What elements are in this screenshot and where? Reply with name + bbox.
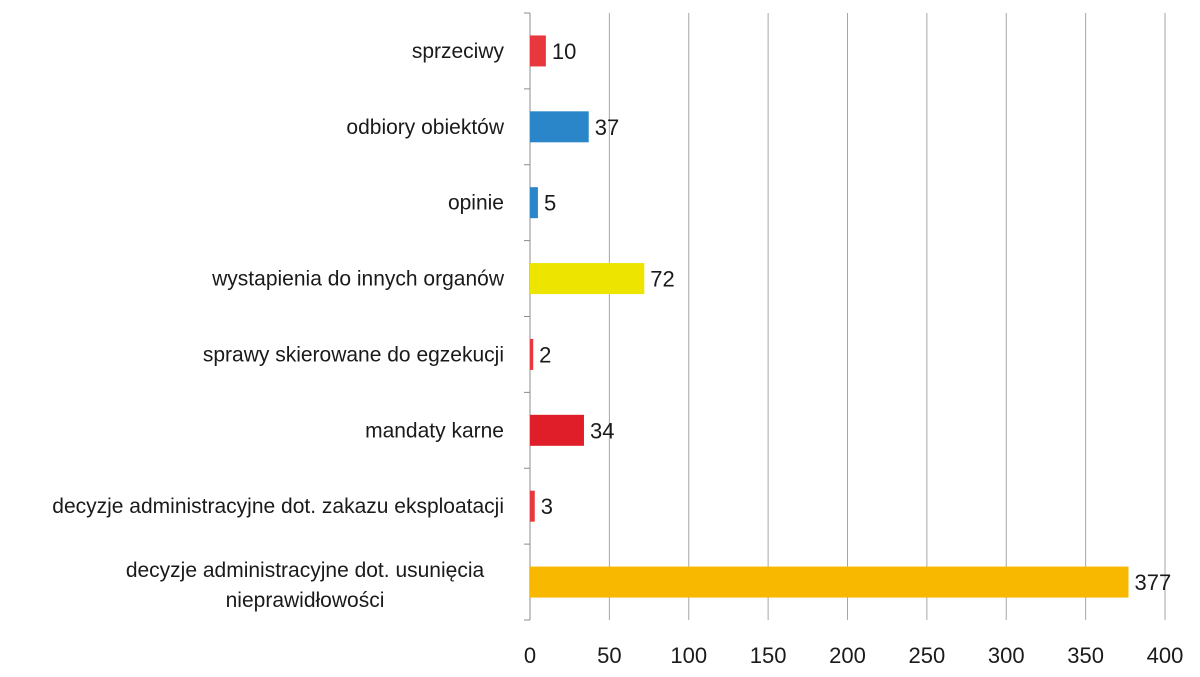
- bar: [530, 111, 589, 143]
- bar: [530, 338, 534, 370]
- bar: [530, 35, 546, 67]
- category-labels: sprzeciwy odbiory obiektów opinie wystapien…: [52, 40, 505, 612]
- y-axis: [524, 12, 531, 621]
- bar: [530, 490, 535, 522]
- data-label: 377: [1134, 570, 1171, 595]
- data-label: 34: [590, 418, 614, 443]
- value-labels: 10 37 5 72 2 34 3 377: [539, 39, 1171, 595]
- x-tick-label: 150: [750, 643, 787, 668]
- category-label: wystapienia do innych organów: [211, 268, 505, 291]
- x-tick-label: 300: [988, 643, 1025, 668]
- bars: [530, 35, 1129, 598]
- x-tick-labels: 0 50 100 150 200 250 300 350 400: [524, 643, 1183, 668]
- category-label: odbiory obiektów: [346, 116, 504, 139]
- bar: [530, 263, 645, 295]
- x-tick-label: 0: [524, 643, 536, 668]
- bar: [530, 566, 1129, 598]
- data-label: 3: [541, 494, 553, 519]
- x-tick-label: 250: [909, 643, 946, 668]
- category-label: sprzeciwy: [412, 40, 505, 63]
- bar: [530, 187, 538, 219]
- x-tick-label: 100: [670, 643, 707, 668]
- category-label: sprawy skierowane do egzekucji: [203, 343, 504, 366]
- data-label: 37: [595, 115, 619, 140]
- data-label: 2: [539, 342, 551, 367]
- category-label: opinie: [448, 192, 504, 215]
- category-label: decyzje administracyjne dot. usunięcia ni…: [126, 559, 485, 612]
- data-label: 10: [552, 39, 576, 64]
- x-tick-label: 200: [829, 643, 866, 668]
- grid-lines: [608, 13, 1166, 620]
- data-label: 5: [544, 191, 556, 216]
- x-tick-label: 50: [597, 643, 621, 668]
- x-tick-label: 400: [1147, 643, 1184, 668]
- category-label: decyzje administracyjne dot. zakazu eksp…: [52, 495, 504, 518]
- x-tick-label: 350: [1067, 643, 1104, 668]
- category-label: mandaty karne: [365, 419, 504, 442]
- bar: [530, 414, 584, 446]
- data-label: 72: [650, 267, 674, 292]
